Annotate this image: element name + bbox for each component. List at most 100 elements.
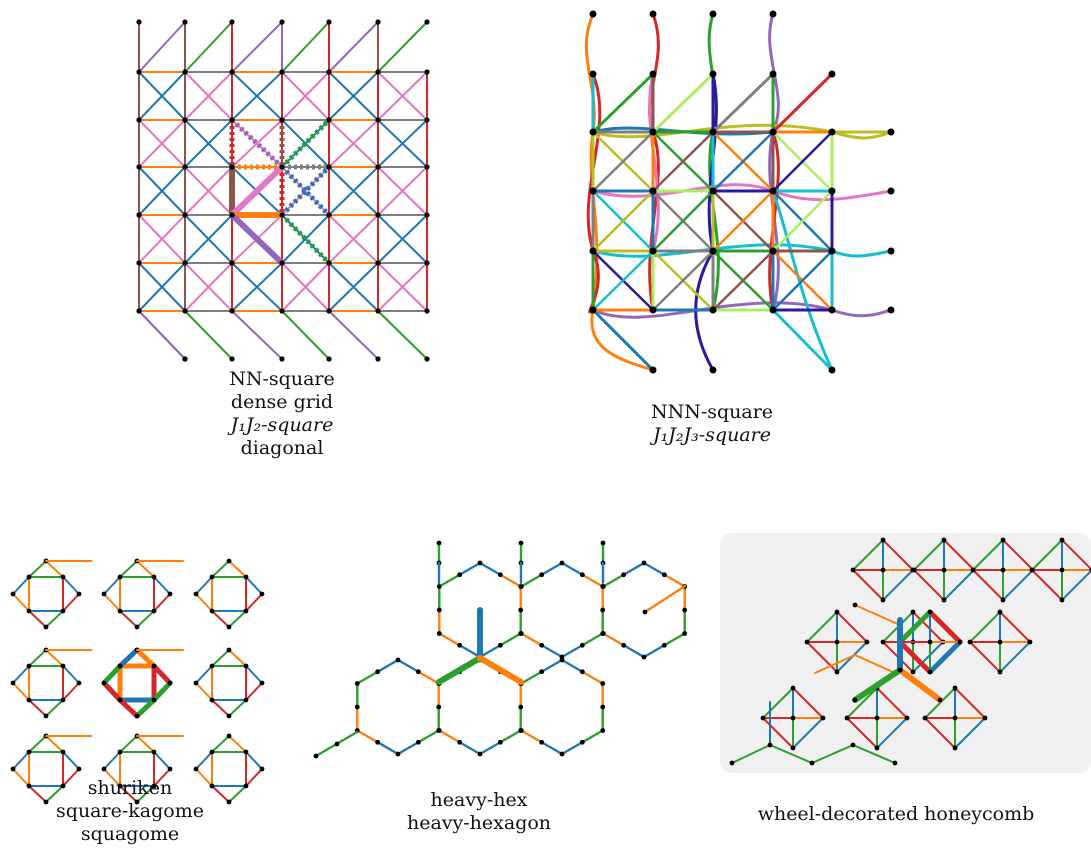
site: [117, 749, 123, 755]
site: [395, 751, 401, 757]
site: [927, 609, 933, 615]
site: [334, 741, 340, 747]
bond: [969, 611, 1001, 643]
site: [43, 624, 49, 630]
site: [26, 663, 32, 669]
bond: [478, 644, 502, 659]
site: [136, 117, 142, 123]
site: [649, 10, 657, 18]
site: [229, 19, 235, 25]
bond: [280, 165, 331, 217]
site: [136, 19, 142, 25]
caption-shuriken: shuriken square-kagome squagome: [30, 777, 230, 846]
site: [436, 584, 442, 589]
site: [436, 607, 442, 613]
bond: [602, 573, 625, 588]
bond: [119, 560, 138, 578]
site: [209, 783, 215, 789]
site: [790, 685, 796, 691]
bond: [195, 665, 213, 684]
site: [259, 766, 265, 772]
site: [927, 639, 933, 645]
site: [424, 19, 430, 25]
site: [60, 697, 66, 703]
bond: [396, 658, 420, 673]
site: [850, 567, 856, 573]
bond: [280, 213, 331, 265]
bond: [1002, 569, 1034, 601]
bond: [103, 593, 121, 612]
site: [539, 669, 545, 675]
site: [326, 19, 332, 25]
site: [649, 70, 657, 78]
bond: [138, 214, 186, 264]
site: [209, 697, 215, 703]
shuriken-lattice: [10, 558, 265, 805]
site: [136, 212, 142, 218]
site: [828, 247, 836, 255]
bond: [591, 130, 655, 193]
bond: [184, 310, 233, 360]
site: [136, 260, 142, 266]
site: [151, 749, 157, 755]
caption-heavy-hex: heavy-hex heavy-hexagon: [379, 789, 579, 835]
bond: [376, 658, 400, 673]
caption-line: heavy-hex: [430, 789, 528, 811]
bond: [814, 653, 896, 674]
site: [820, 715, 826, 721]
site: [661, 572, 667, 578]
bond: [45, 735, 64, 753]
site: [10, 591, 16, 597]
site: [970, 567, 976, 573]
bond: [245, 682, 263, 701]
site: [887, 128, 895, 136]
bond: [771, 189, 834, 253]
site: [229, 308, 235, 314]
bond: [478, 741, 502, 756]
bond: [45, 610, 64, 628]
site: [226, 647, 232, 653]
bond: [458, 741, 482, 756]
site: [1029, 567, 1035, 573]
bond: [12, 682, 30, 701]
site: [117, 608, 123, 614]
bond: [12, 751, 30, 770]
bond: [281, 262, 330, 312]
site: [600, 540, 606, 546]
site: [182, 308, 188, 314]
site: [259, 680, 265, 686]
bond: [245, 768, 263, 787]
bond: [184, 21, 233, 73]
bond: [151, 680, 173, 703]
site: [911, 567, 917, 573]
site: [60, 749, 66, 755]
site: [43, 799, 49, 805]
bond: [912, 611, 944, 643]
bond: [897, 639, 933, 675]
site: [375, 117, 381, 123]
site: [997, 669, 1003, 675]
bond: [520, 573, 543, 588]
bond: [792, 717, 824, 749]
bond: [101, 680, 123, 703]
site: [600, 631, 606, 636]
bond: [229, 212, 285, 266]
site: [136, 308, 142, 314]
bond: [117, 697, 140, 719]
bond: [882, 569, 914, 601]
wheel-honeycomb-lattice: [729, 537, 1091, 766]
caption-wheel-honeycomb: wheel-decorated honeycomb: [736, 803, 1056, 826]
site: [117, 663, 123, 669]
site: [922, 715, 928, 721]
site: [539, 642, 545, 648]
site: [874, 715, 880, 721]
bond: [228, 699, 247, 717]
site: [887, 247, 895, 255]
site: [852, 602, 858, 608]
site: [209, 574, 215, 580]
bond: [281, 71, 330, 121]
bond: [438, 632, 461, 647]
bond: [228, 560, 247, 578]
site: [769, 128, 777, 136]
